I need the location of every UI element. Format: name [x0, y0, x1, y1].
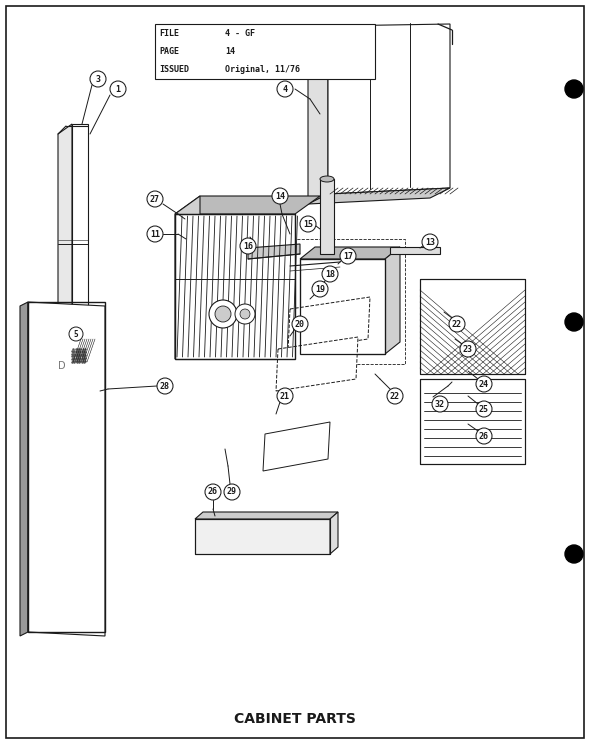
- Circle shape: [476, 428, 492, 444]
- Polygon shape: [420, 279, 525, 374]
- Text: 1: 1: [116, 85, 120, 94]
- Text: 20: 20: [295, 319, 305, 329]
- Circle shape: [272, 188, 288, 204]
- Bar: [420, 279, 525, 374]
- Bar: [195, 519, 330, 554]
- Polygon shape: [300, 259, 385, 354]
- Circle shape: [292, 316, 308, 332]
- Polygon shape: [320, 179, 334, 254]
- Circle shape: [565, 80, 583, 98]
- Text: 32: 32: [435, 400, 445, 408]
- Bar: [300, 259, 385, 354]
- Polygon shape: [248, 244, 300, 259]
- Circle shape: [312, 281, 328, 297]
- Text: 13: 13: [425, 237, 435, 246]
- Bar: [155, 24, 375, 79]
- Bar: [420, 379, 525, 464]
- Polygon shape: [308, 188, 450, 204]
- Circle shape: [476, 401, 492, 417]
- Polygon shape: [72, 124, 88, 362]
- Polygon shape: [385, 247, 400, 354]
- Ellipse shape: [320, 176, 334, 182]
- Text: 3: 3: [96, 74, 100, 83]
- Circle shape: [90, 71, 106, 87]
- Circle shape: [565, 545, 583, 563]
- Text: 23: 23: [463, 344, 473, 353]
- Circle shape: [300, 216, 316, 232]
- Text: 22: 22: [390, 391, 400, 400]
- Polygon shape: [420, 379, 525, 464]
- Text: ISSUED: ISSUED: [159, 65, 189, 74]
- Text: Original, 11/76: Original, 11/76: [225, 65, 300, 74]
- Text: 15: 15: [303, 219, 313, 228]
- Circle shape: [422, 234, 438, 250]
- Polygon shape: [28, 302, 105, 636]
- Text: 5: 5: [74, 330, 78, 339]
- Circle shape: [565, 313, 583, 331]
- Text: 21: 21: [280, 391, 290, 400]
- Circle shape: [449, 316, 465, 332]
- Circle shape: [340, 248, 356, 264]
- Polygon shape: [175, 214, 295, 359]
- Text: 26: 26: [479, 432, 489, 440]
- Text: CABINET PARTS: CABINET PARTS: [234, 712, 356, 726]
- Circle shape: [235, 304, 255, 324]
- Circle shape: [460, 341, 476, 357]
- Polygon shape: [20, 302, 28, 636]
- Polygon shape: [175, 196, 200, 359]
- Circle shape: [147, 226, 163, 242]
- Circle shape: [157, 378, 173, 394]
- Text: 17: 17: [343, 251, 353, 260]
- Text: 29: 29: [227, 487, 237, 496]
- Text: 28: 28: [160, 382, 170, 391]
- Text: 22: 22: [452, 319, 462, 329]
- Text: 4 - GF: 4 - GF: [225, 29, 255, 38]
- Circle shape: [240, 238, 256, 254]
- Circle shape: [432, 396, 448, 412]
- Text: D: D: [58, 361, 66, 371]
- Polygon shape: [58, 124, 72, 374]
- Circle shape: [277, 81, 293, 97]
- Text: 4: 4: [283, 85, 287, 94]
- Polygon shape: [175, 196, 320, 214]
- Text: 24: 24: [479, 379, 489, 388]
- Text: 14: 14: [275, 191, 285, 200]
- Circle shape: [277, 388, 293, 404]
- Text: 18: 18: [325, 269, 335, 278]
- Polygon shape: [300, 247, 400, 259]
- Polygon shape: [330, 512, 338, 554]
- Bar: [175, 214, 295, 359]
- Circle shape: [322, 266, 338, 282]
- Circle shape: [224, 484, 240, 500]
- Polygon shape: [288, 297, 370, 351]
- Text: PAGE: PAGE: [159, 47, 179, 56]
- Circle shape: [387, 388, 403, 404]
- Text: 25: 25: [479, 405, 489, 414]
- Circle shape: [69, 327, 83, 341]
- Circle shape: [209, 300, 237, 328]
- Bar: [28, 302, 105, 632]
- Polygon shape: [58, 362, 88, 374]
- Text: 27: 27: [150, 194, 160, 204]
- Polygon shape: [195, 512, 338, 519]
- Polygon shape: [390, 247, 440, 254]
- Polygon shape: [328, 24, 450, 194]
- Circle shape: [110, 81, 126, 97]
- Circle shape: [215, 306, 231, 322]
- Text: FILE: FILE: [159, 29, 179, 38]
- Text: 16: 16: [243, 242, 253, 251]
- Circle shape: [205, 484, 221, 500]
- Circle shape: [476, 376, 492, 392]
- Polygon shape: [195, 519, 330, 554]
- Text: 11: 11: [150, 229, 160, 239]
- Circle shape: [147, 191, 163, 207]
- Circle shape: [240, 309, 250, 319]
- Polygon shape: [263, 422, 330, 471]
- Polygon shape: [276, 337, 358, 391]
- Text: 19: 19: [315, 284, 325, 293]
- Text: 14: 14: [225, 47, 235, 56]
- Polygon shape: [308, 26, 328, 204]
- Text: 26: 26: [208, 487, 218, 496]
